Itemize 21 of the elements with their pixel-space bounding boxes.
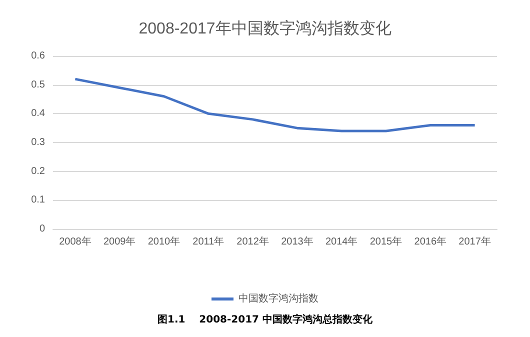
y-tick-label: 0 <box>39 224 46 234</box>
y-tick-label: 0.5 <box>31 79 46 90</box>
y-tick-label: 0.1 <box>31 194 46 206</box>
y-tick-label: 0.3 <box>31 137 46 148</box>
x-tick-label: 2017年 <box>458 236 491 248</box>
legend-label: 中国数字鸿沟指数 <box>238 292 318 304</box>
x-tick-label: 2012年 <box>236 236 269 248</box>
x-tick-label: 2013年 <box>281 236 314 248</box>
x-tick-label: 2011年 <box>192 236 224 248</box>
caption: 图1.1 2008-2017 中国数字鸿沟总指数变化 <box>158 314 374 326</box>
chart-title: 2008-2017年中国数字鸿沟指数变化 <box>138 20 392 38</box>
x-tick-label: 2009年 <box>103 236 136 248</box>
y-tick-label: 0.6 <box>31 50 46 62</box>
x-tick-label: 2014年 <box>325 236 358 248</box>
x-tick-label: 2015年 <box>370 236 402 248</box>
line-series <box>74 78 476 132</box>
y-tick-label: 0.4 <box>31 108 46 120</box>
y-tick-label: 0.2 <box>31 166 46 177</box>
x-tick-label: 2016年 <box>414 236 447 248</box>
x-tick-label: 2010年 <box>148 236 180 248</box>
x-tick-label: 2008年 <box>59 236 92 248</box>
